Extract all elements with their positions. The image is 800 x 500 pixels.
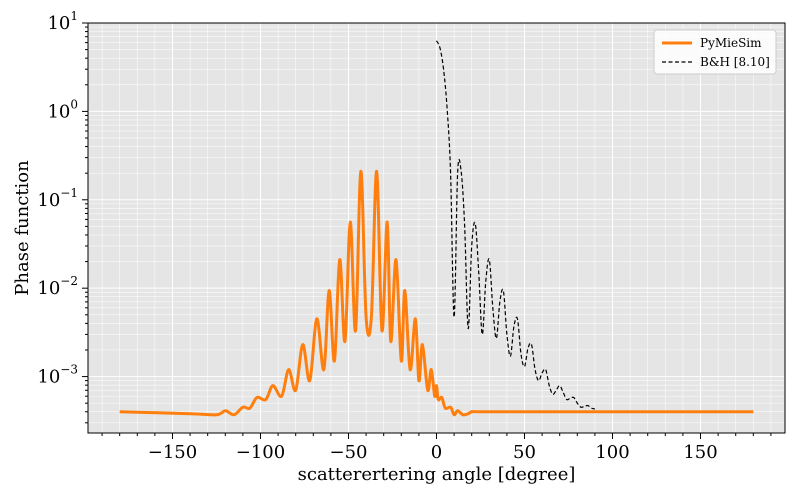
x-tick-label: 150: [683, 442, 717, 463]
x-tick-label: −150: [148, 442, 197, 463]
legend-label-pymiesim: PyMieSim: [700, 36, 762, 50]
y-tick-label: 10−3: [37, 363, 78, 388]
y-tick-label: 100: [47, 97, 78, 122]
y-axis-label: Phase function: [12, 160, 33, 296]
x-tick-label: −100: [236, 442, 285, 463]
grid: [88, 23, 785, 433]
legend: PyMieSim B&H [8.10]: [653, 29, 777, 75]
series-layer: [119, 40, 754, 417]
axis-ticks: −150 −100 −50 0 50 100 150 10−3 10−2 10−1 100 101: [37, 9, 772, 463]
y-tick-label: 10−1: [37, 186, 78, 211]
y-tick-label: 10−2: [37, 274, 78, 299]
legend-box: [653, 29, 777, 75]
series-line-1: [435, 40, 596, 410]
y-tick-label: 101: [47, 9, 78, 34]
x-axis-label: scatterertering angle [degree]: [298, 464, 576, 485]
x-tick-label: −50: [329, 442, 367, 463]
legend-label-bh: B&H [8.10]: [700, 55, 770, 69]
x-tick-label: 0: [431, 442, 442, 463]
x-tick-label: 50: [513, 442, 536, 463]
series-line-0: [119, 169, 754, 417]
x-tick-label: 100: [595, 442, 629, 463]
